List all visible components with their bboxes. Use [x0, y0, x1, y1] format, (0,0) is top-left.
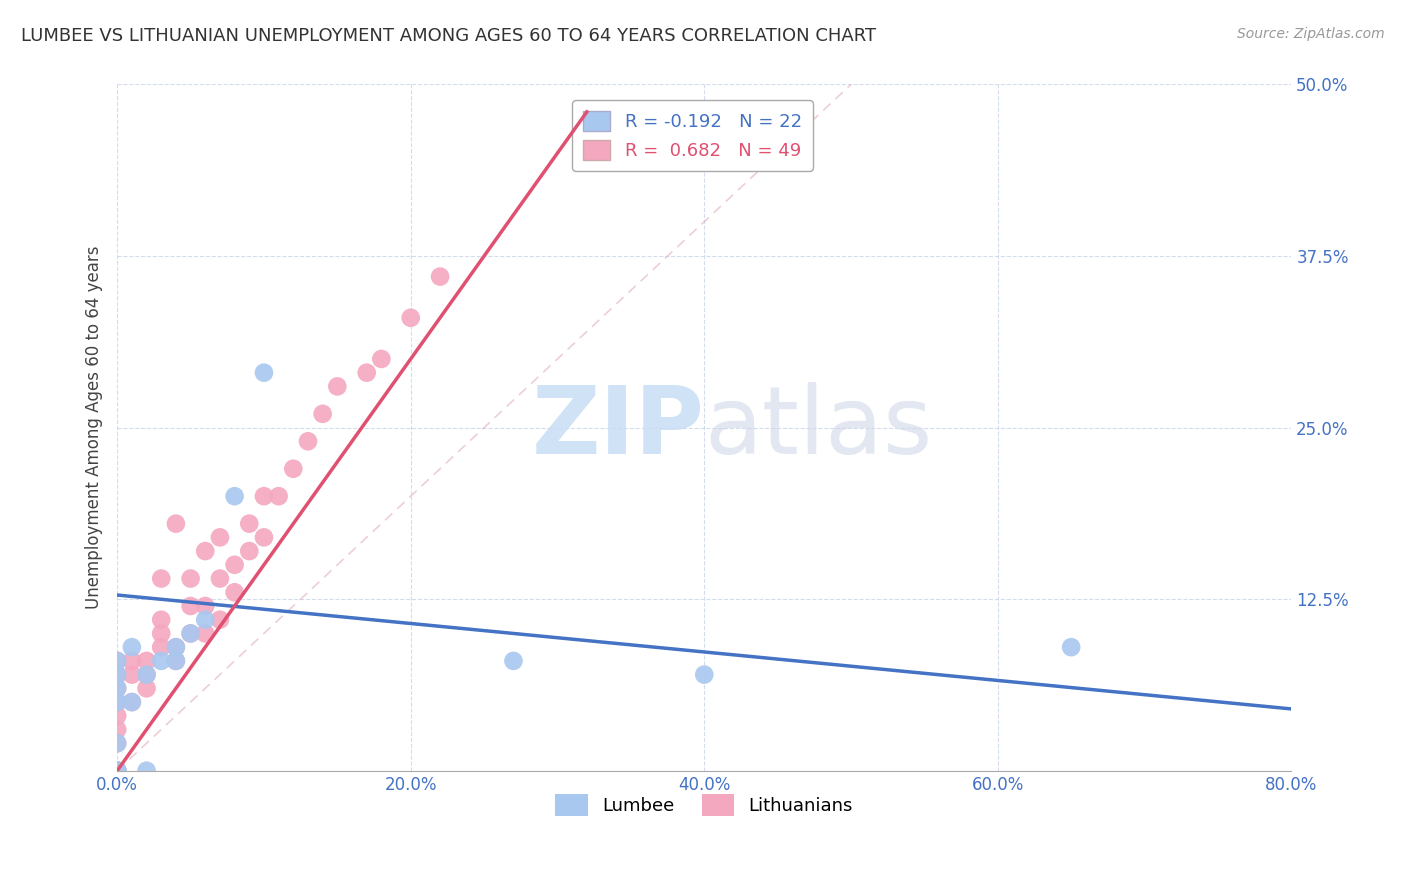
Point: [399, 310, 422, 325]
Point: [105, 764, 128, 778]
Point: [150, 626, 173, 640]
Point: [429, 269, 451, 284]
Point: [135, 764, 157, 778]
Point: [165, 654, 187, 668]
Point: [194, 613, 217, 627]
Point: [208, 572, 231, 586]
Point: [121, 654, 143, 668]
Point: [238, 516, 260, 531]
Point: [180, 599, 202, 613]
Point: [370, 351, 392, 366]
Point: [105, 654, 128, 668]
Point: [105, 681, 128, 696]
Point: [135, 667, 157, 681]
Point: [575, 104, 598, 119]
Point: [267, 489, 290, 503]
Point: [105, 667, 128, 681]
Point: [356, 366, 378, 380]
Point: [150, 613, 173, 627]
Point: [283, 461, 305, 475]
Point: [135, 654, 157, 668]
Point: [150, 640, 173, 655]
Point: [253, 530, 276, 544]
Point: [180, 626, 202, 640]
Point: [150, 654, 173, 668]
Point: [238, 544, 260, 558]
Point: [224, 585, 246, 599]
Point: [150, 572, 173, 586]
Point: [224, 489, 246, 503]
Point: [121, 640, 143, 655]
Point: [105, 681, 128, 696]
Point: [105, 708, 128, 723]
Point: [297, 434, 319, 449]
Point: [105, 695, 128, 709]
Point: [180, 626, 202, 640]
Text: Source: ZipAtlas.com: Source: ZipAtlas.com: [1237, 27, 1385, 41]
Point: [135, 667, 157, 681]
Point: [253, 489, 276, 503]
Point: [224, 558, 246, 572]
Point: [165, 640, 187, 655]
Point: [121, 695, 143, 709]
Point: [105, 764, 128, 778]
Y-axis label: Unemployment Among Ages 60 to 64 years: Unemployment Among Ages 60 to 64 years: [86, 246, 103, 609]
Point: [105, 736, 128, 750]
Point: [105, 764, 128, 778]
Point: [165, 516, 187, 531]
Point: [105, 764, 128, 778]
Point: [105, 723, 128, 737]
Point: [253, 366, 276, 380]
Point: [105, 764, 128, 778]
Point: [105, 736, 128, 750]
Point: [194, 599, 217, 613]
Point: [502, 654, 524, 668]
Point: [1060, 640, 1083, 655]
Point: [180, 572, 202, 586]
Point: [165, 640, 187, 655]
Point: [208, 530, 231, 544]
Point: [105, 764, 128, 778]
Point: [105, 695, 128, 709]
Text: atlas: atlas: [704, 382, 932, 474]
Point: [311, 407, 333, 421]
Text: ZIP: ZIP: [531, 382, 704, 474]
Point: [208, 613, 231, 627]
Point: [326, 379, 349, 393]
Point: [105, 654, 128, 668]
Point: [105, 667, 128, 681]
Text: LUMBEE VS LITHUANIAN UNEMPLOYMENT AMONG AGES 60 TO 64 YEARS CORRELATION CHART: LUMBEE VS LITHUANIAN UNEMPLOYMENT AMONG …: [21, 27, 876, 45]
Legend: Lumbee, Lithuanians: Lumbee, Lithuanians: [548, 787, 860, 823]
Point: [121, 667, 143, 681]
Point: [194, 544, 217, 558]
Point: [121, 695, 143, 709]
Point: [693, 667, 716, 681]
Point: [165, 654, 187, 668]
Point: [135, 681, 157, 696]
Point: [194, 626, 217, 640]
Point: [105, 764, 128, 778]
